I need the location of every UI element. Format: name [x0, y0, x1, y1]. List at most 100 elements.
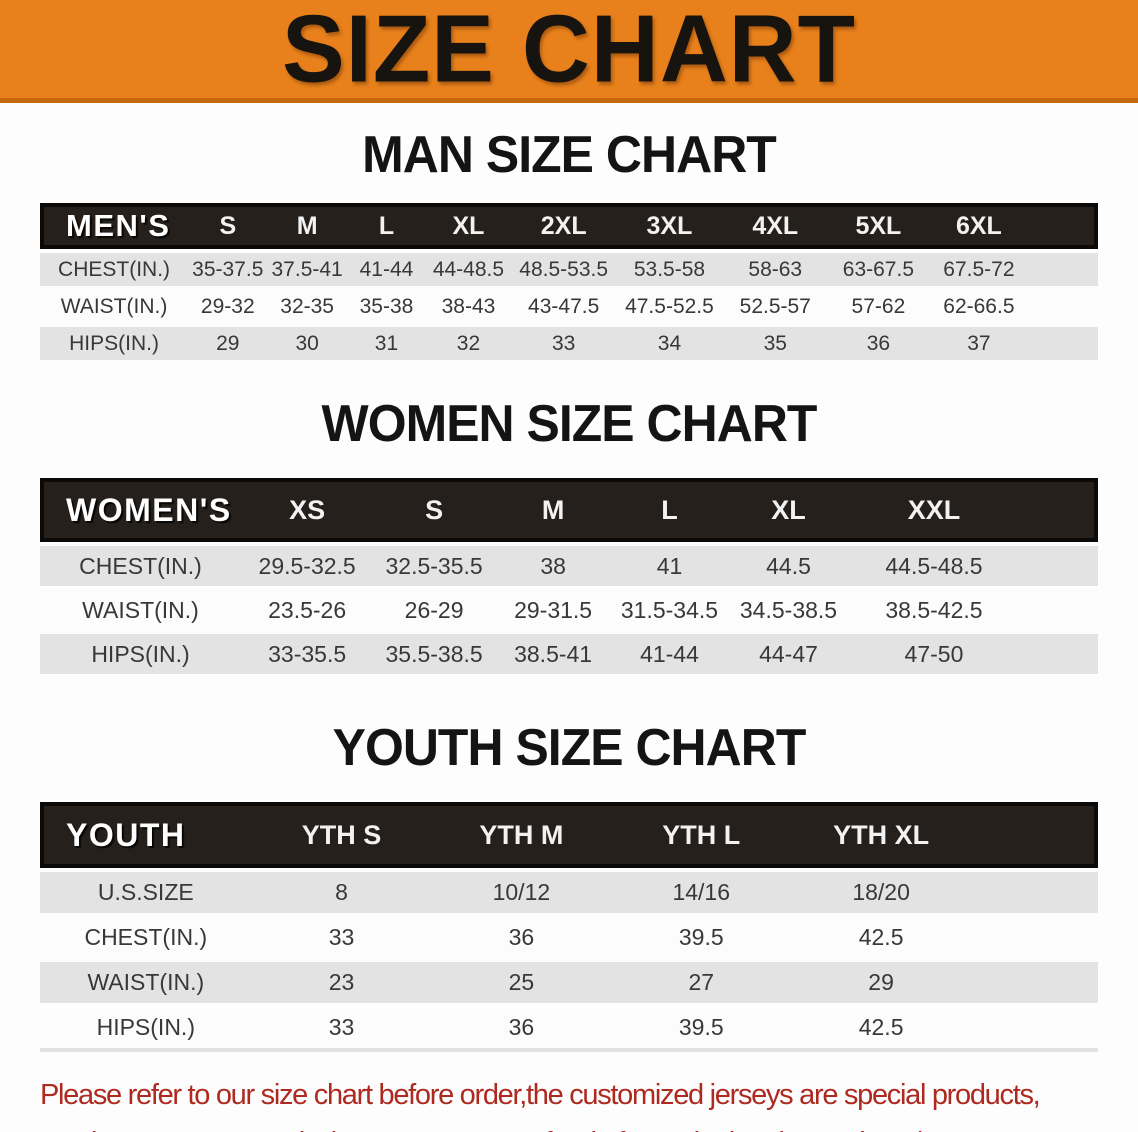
table-corner-label: WOMEN'S	[40, 478, 242, 542]
column-header: 3XL	[616, 203, 723, 249]
column-header: XL	[727, 478, 850, 542]
size-value: 63-67.5	[828, 253, 929, 286]
size-value-spacer	[1018, 590, 1098, 630]
size-value: 34	[616, 327, 723, 360]
size-value: 43-47.5	[510, 290, 617, 323]
size-value: 44-47	[727, 634, 850, 674]
size-value-spacer	[971, 872, 1098, 913]
column-header: S	[188, 203, 268, 249]
column-header: S	[373, 478, 495, 542]
size-value: 44.5	[727, 546, 850, 586]
table-row: WAIST(IN.) 29-32 32-35 35-38 38-43 43-47.5 47.…	[40, 290, 1098, 323]
size-value: 29	[188, 327, 268, 360]
size-value-spacer	[971, 1007, 1098, 1052]
size-value: 62-66.5	[928, 290, 1030, 323]
row-label: WAIST(IN.)	[40, 962, 252, 1003]
size-value: 42.5	[791, 1007, 972, 1052]
column-header: L	[611, 478, 728, 542]
column-header: XXL	[849, 478, 1019, 542]
size-value: 29	[791, 962, 972, 1003]
size-value: 34.5-38.5	[727, 590, 850, 630]
mens-size-table: MEN'S S M L XL 2XL 3XL 4XL 5XL 6XL CHEST(IN.) 35-37…	[40, 199, 1098, 364]
size-value: 37	[928, 327, 1030, 360]
table-corner-label: MEN'S	[40, 203, 189, 249]
table-row: CHEST(IN.) 33 36 39.5 42.5	[40, 917, 1098, 958]
table-row: WAIST(IN.) 23 25 27 29	[40, 962, 1098, 1003]
size-value: 33-35.5	[241, 634, 374, 674]
column-header-spacer	[1029, 203, 1098, 249]
size-value: 36	[828, 327, 929, 360]
size-value-spacer	[1018, 634, 1098, 674]
row-label: WAIST(IN.)	[40, 590, 242, 630]
size-value: 41-44	[611, 634, 728, 674]
size-value-spacer	[1029, 253, 1098, 286]
size-value-spacer	[1029, 290, 1098, 323]
size-value: 26-29	[373, 590, 495, 630]
youth-size-chart-heading: YOUTH SIZE CHART	[332, 719, 807, 777]
size-value-spacer	[1029, 327, 1098, 360]
size-chart-banner: SIZE CHART	[0, 0, 1138, 103]
table-header-row: WOMEN'S XS S M L XL XXL	[40, 478, 1098, 542]
size-value: 35.5-38.5	[373, 634, 495, 674]
order-policy-note: Please refer to our size chart before or…	[40, 1072, 1115, 1132]
women-size-chart-heading: WOMEN SIZE CHART	[321, 395, 818, 453]
size-value: 57-62	[828, 290, 929, 323]
column-header: M	[494, 478, 612, 542]
size-value: 32	[426, 327, 511, 360]
table-header-row: MEN'S S M L XL 2XL 3XL 4XL 5XL 6XL	[40, 203, 1098, 249]
size-value: 18/20	[791, 872, 972, 913]
column-header: 6XL	[928, 203, 1030, 249]
table-row: CHEST(IN.) 35-37.5 37.5-41 41-44 44-48.5 48.5…	[40, 253, 1098, 286]
row-label: CHEST(IN.)	[40, 546, 242, 586]
column-header: YTH S	[251, 802, 432, 868]
size-value: 29-31.5	[494, 590, 612, 630]
size-value-spacer	[971, 917, 1098, 958]
size-value: 36	[431, 917, 612, 958]
column-header: XS	[241, 478, 374, 542]
size-value: 23	[251, 962, 432, 1003]
size-value: 39.5	[611, 917, 792, 958]
row-label: CHEST(IN.)	[40, 917, 252, 958]
size-value: 44-48.5	[426, 253, 511, 286]
table-corner-label: YOUTH	[40, 802, 252, 868]
table-row: WAIST(IN.) 23.5-26 26-29 29-31.5 31.5-34.5 34…	[40, 590, 1098, 630]
size-value: 32.5-35.5	[373, 546, 495, 586]
size-value: 23.5-26	[241, 590, 374, 630]
row-label: CHEST(IN.)	[40, 253, 189, 286]
size-value: 38.5-42.5	[849, 590, 1019, 630]
column-header-spacer	[971, 802, 1098, 868]
size-value: 27	[611, 962, 792, 1003]
size-value: 44.5-48.5	[849, 546, 1019, 586]
size-value: 42.5	[791, 917, 972, 958]
table-row: U.S.SIZE 8 10/12 14/16 18/20	[40, 872, 1098, 913]
size-value: 48.5-53.5	[510, 253, 617, 286]
size-value: 37.5-41	[267, 253, 347, 286]
row-label: U.S.SIZE	[40, 872, 252, 913]
row-label: HIPS(IN.)	[40, 1007, 252, 1052]
row-label: WAIST(IN.)	[40, 290, 189, 323]
womens-size-table: WOMEN'S XS S M L XL XXL CHEST(IN.) 29.5-32.5 32.5…	[40, 474, 1098, 678]
size-value: 30	[267, 327, 347, 360]
size-value-spacer	[971, 962, 1098, 1003]
size-value: 53.5-58	[616, 253, 723, 286]
size-value: 29.5-32.5	[241, 546, 374, 586]
youth-size-table: YOUTH YTH S YTH M YTH L YTH XL U.S.SIZE 8 10/12…	[40, 798, 1098, 1056]
column-header: M	[267, 203, 347, 249]
column-header: YTH M	[431, 802, 612, 868]
banner-title: SIZE CHART	[282, 0, 856, 103]
size-value: 58-63	[722, 253, 829, 286]
column-header: 4XL	[722, 203, 829, 249]
size-value: 47.5-52.5	[616, 290, 723, 323]
size-value: 41	[611, 546, 728, 586]
table-row: HIPS(IN.) 33 36 39.5 42.5	[40, 1007, 1098, 1052]
column-header: 5XL	[828, 203, 929, 249]
order-policy-line-1: Please refer to our size chart before or…	[40, 1079, 1041, 1111]
order-policy-line-2: we don't accept cancel, change, teturn o…	[40, 1120, 1115, 1132]
size-value: 39.5	[611, 1007, 792, 1052]
table-row: HIPS(IN.) 29 30 31 32 33 34 35 36 37	[40, 327, 1098, 360]
size-value: 47-50	[849, 634, 1019, 674]
row-label: HIPS(IN.)	[40, 634, 242, 674]
size-value: 29-32	[188, 290, 268, 323]
column-header: L	[346, 203, 427, 249]
